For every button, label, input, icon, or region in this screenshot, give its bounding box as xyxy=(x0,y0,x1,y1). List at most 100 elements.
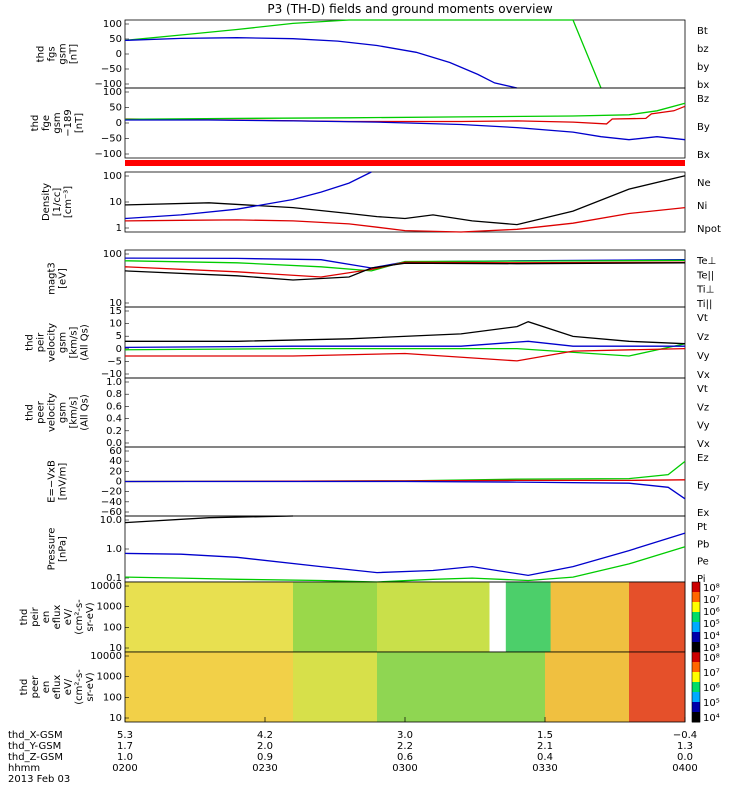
legend-item: By xyxy=(697,122,710,133)
y-axis-label: [eV] xyxy=(58,268,69,289)
y-axis-label: [1/cc] xyxy=(52,188,63,217)
y-axis-label: peer xyxy=(36,400,47,424)
series-line-Ex xyxy=(125,480,686,500)
colorbar-tick-label: 10⁴ xyxy=(703,631,720,642)
date-label: 2013 Feb 03 xyxy=(8,774,70,785)
y-tick-label: −5 xyxy=(107,356,122,367)
series-line-Vz xyxy=(125,347,686,362)
ephemeris-value: 1.5 xyxy=(537,730,553,741)
ephemeris-value: 0.9 xyxy=(257,752,273,763)
y-axis-label: velocity xyxy=(47,323,58,362)
legend-item: bx xyxy=(697,80,709,91)
panel-frame xyxy=(124,19,686,89)
legend-item: by xyxy=(697,62,709,73)
legend-item: Ti|| xyxy=(696,299,712,310)
y-axis-label: en xyxy=(41,681,52,694)
panel-2 xyxy=(124,87,686,159)
ephemeris-row-label: hhmm xyxy=(8,763,40,774)
colorbar-tick-label: 10⁷ xyxy=(703,595,720,606)
colorbar-segment xyxy=(692,642,700,653)
y-axis-label: thd xyxy=(25,334,36,351)
ephemeris-value: 0400 xyxy=(672,763,697,774)
y-tick-label: 1.0 xyxy=(106,544,122,555)
y-axis-label: eV/ xyxy=(63,608,74,625)
colorbar-segment xyxy=(692,702,700,713)
ephemeris-value: 2.0 xyxy=(257,741,273,752)
y-axis-label: eflux xyxy=(52,675,63,700)
legend-item: Ti⊥ xyxy=(696,285,714,296)
series-line-Bx xyxy=(125,119,686,141)
y-tick-label: −20 xyxy=(101,487,122,498)
series-line-Ti|| xyxy=(124,259,686,272)
y-tick-label: 1000 xyxy=(97,602,122,613)
series-line-Vy xyxy=(124,343,686,357)
y-tick-label: 1000 xyxy=(97,672,122,683)
y-axis-label: eflux xyxy=(52,605,63,630)
legend-item: Bx xyxy=(697,150,710,161)
ephemeris-value: 0.4 xyxy=(537,752,553,763)
y-tick-label: 40 xyxy=(109,456,122,467)
y-tick-label: 0 xyxy=(116,344,122,355)
y-axis-label: thd xyxy=(36,46,47,63)
y-tick-label: 0 xyxy=(116,477,122,488)
y-axis-label: −189 xyxy=(63,109,74,136)
ephemeris-value: 1.3 xyxy=(677,741,693,752)
colorbar-segment xyxy=(692,712,700,723)
y-tick-label: 10 xyxy=(109,713,122,724)
y-tick-label: 0 xyxy=(116,118,122,129)
heatmap-cell xyxy=(545,652,630,722)
legend-item: Bt xyxy=(697,26,708,37)
y-tick-label: 50 xyxy=(109,103,122,114)
ephemeris-value: 0230 xyxy=(252,763,277,774)
y-tick-label: 0.4 xyxy=(106,414,122,425)
panel-frame xyxy=(124,171,686,233)
y-tick-label: 100 xyxy=(103,87,122,98)
series-line-Te|| xyxy=(124,262,686,281)
ephemeris-value: −0.4 xyxy=(673,730,697,741)
series-line-bx xyxy=(124,37,518,89)
ephemeris-value: 3.0 xyxy=(397,730,413,741)
colorbar-tick-label: 10⁸ xyxy=(703,583,720,594)
ephemeris-value: 0.6 xyxy=(397,752,413,763)
y-tick-label: 5 xyxy=(116,331,122,342)
ephemeris-value: 2.1 xyxy=(537,741,553,752)
y-tick-label: 10 xyxy=(109,643,122,654)
series-line-by xyxy=(124,19,602,89)
panel-10 xyxy=(124,651,701,723)
y-axis-label: Pressure xyxy=(47,528,58,571)
y-tick-label: 1.0 xyxy=(106,377,122,388)
series-line-Vt xyxy=(125,321,686,345)
ephemeris-row-label: thd_Z-GSM xyxy=(8,752,63,763)
panel-6 xyxy=(124,377,686,448)
y-tick-label: 100 xyxy=(103,692,122,703)
y-axis-label: eV/ xyxy=(63,678,74,695)
colorbar-tick-label: 10⁵ xyxy=(703,698,720,709)
colorbar-segment xyxy=(692,692,700,703)
y-tick-label: −60 xyxy=(101,507,122,518)
panel-1 xyxy=(124,19,686,89)
ephemeris-value: 0330 xyxy=(532,763,557,774)
legend-item: Vz xyxy=(697,402,709,413)
y-tick-label: 0.0 xyxy=(106,438,122,449)
y-axis-label: (cm²-s- xyxy=(74,599,85,635)
y-tick-label: −50 xyxy=(101,134,122,145)
y-axis-label: sr-eV) xyxy=(85,602,96,631)
legend-item: Vz xyxy=(697,332,709,343)
y-axis-label: fge xyxy=(41,115,52,131)
y-axis-label: fgs xyxy=(47,46,58,61)
chart-title: P3 (TH-D) fields and ground moments over… xyxy=(267,2,552,16)
y-tick-label: −10 xyxy=(101,369,122,380)
colorbar-segment xyxy=(692,582,700,593)
colorbar-tick-label: 10⁸ xyxy=(703,653,720,664)
y-axis-label: sr-eV) xyxy=(85,672,96,701)
y-tick-label: 15 xyxy=(109,306,122,317)
ephemeris-row-label: thd_Y-GSM xyxy=(8,741,61,752)
colorbar-tick-label: 10⁶ xyxy=(703,607,720,618)
panel-4 xyxy=(124,249,686,308)
colorbar-segment xyxy=(692,612,700,623)
panel-5 xyxy=(124,306,686,379)
ephemeris-row-label: thd_X-GSM xyxy=(8,730,63,741)
y-axis-label: [nPa] xyxy=(58,536,69,562)
y-axis-label: peer xyxy=(30,675,41,699)
